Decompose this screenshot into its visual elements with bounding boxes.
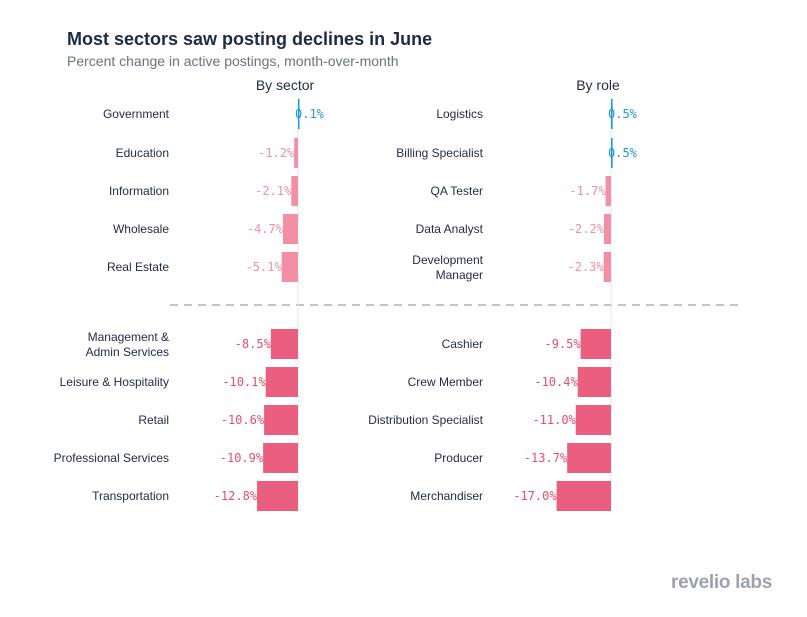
bar-sector-bottom-3 [263,443,298,473]
category-label-role: Billing Specialist [396,146,483,160]
value-label-role: -17.0% [513,489,557,503]
bar-sector-top-4 [281,252,298,282]
bar-role-bottom-3 [567,443,611,473]
category-label-sector: Education [116,146,169,160]
category-label-role: QA Tester [431,184,483,198]
bar-sector-bottom-4 [257,481,298,511]
category-label-role: Development Manager [412,253,483,282]
value-label-role: -2.3% [568,260,605,274]
value-label-sector: -5.1% [246,260,283,274]
bar-role-bottom-1 [577,367,611,397]
bar-sector-bottom-0 [270,329,298,359]
category-label-sector: Retail [138,413,169,427]
bar-sector-top-3 [282,214,298,244]
value-label-role: 0.5% [608,107,638,121]
value-label-role: -1.7% [569,184,606,198]
value-label-role: -13.7% [524,451,568,465]
chart-marks: Government 0.1% Education -1.2% Information -… [54,98,638,512]
brand-logo: revelio labs [671,572,772,593]
bar-role-top-1 [611,138,613,168]
panel-title-role: By role [576,77,620,93]
value-label-sector: -8.5% [235,337,272,351]
value-label-sector: -2.1% [255,184,292,198]
bar-role-bottom-2 [575,405,611,435]
bar-role-bottom-4 [556,481,611,511]
value-label-sector: -10.6% [221,413,265,427]
value-label-sector: 0.1% [295,107,325,121]
chart-title: Most sectors saw posting declines in Jun… [67,29,432,49]
bar-role-bottom-0 [580,329,611,359]
value-label-sector: -4.7% [247,222,284,236]
bar-role-top-4 [603,252,611,282]
bar-sector-top-2 [291,176,298,206]
category-label-sector: Transportation [92,489,169,503]
category-label-sector: Professional Services [54,451,169,465]
value-label-role: -9.5% [544,337,581,351]
bar-sector-bottom-1 [265,367,298,397]
value-label-role: -10.4% [534,375,578,389]
bar-role-top-3 [603,214,611,244]
category-label-sector: Information [109,184,169,198]
bar-sector-top-1 [294,138,298,168]
category-label-sector: Management & Admin Services [86,330,169,359]
bar-role-top-2 [605,176,611,206]
category-label-role: Crew Member [408,375,483,389]
value-label-sector: -1.2% [258,146,295,160]
value-label-sector: -10.9% [220,451,264,465]
bar-sector-bottom-2 [264,405,298,435]
category-label-role: Logistics [436,107,483,121]
category-label-role: Merchandiser [410,489,483,503]
chart-subtitle: Percent change in active postings, month… [67,53,399,69]
category-label-sector: Real Estate [107,260,169,274]
category-label-role: Producer [434,451,483,465]
value-label-sector: -10.1% [222,375,266,389]
value-label-sector: -12.8% [214,489,258,503]
panel-title-sector: By sector [256,77,315,93]
category-label-role: Cashier [442,337,483,351]
value-label-role: 0.5% [608,146,638,160]
category-label-sector: Wholesale [113,222,169,236]
category-label-role: Data Analyst [416,222,484,236]
value-label-role: -11.0% [532,413,576,427]
category-label-sector: Government [103,107,170,121]
value-label-role: -2.2% [568,222,605,236]
category-label-sector: Leisure & Hospitality [60,375,169,389]
category-label-role: Distribution Specialist [368,413,483,427]
bar-role-top-0 [611,99,613,129]
bar-sector-top-0 [298,99,300,129]
